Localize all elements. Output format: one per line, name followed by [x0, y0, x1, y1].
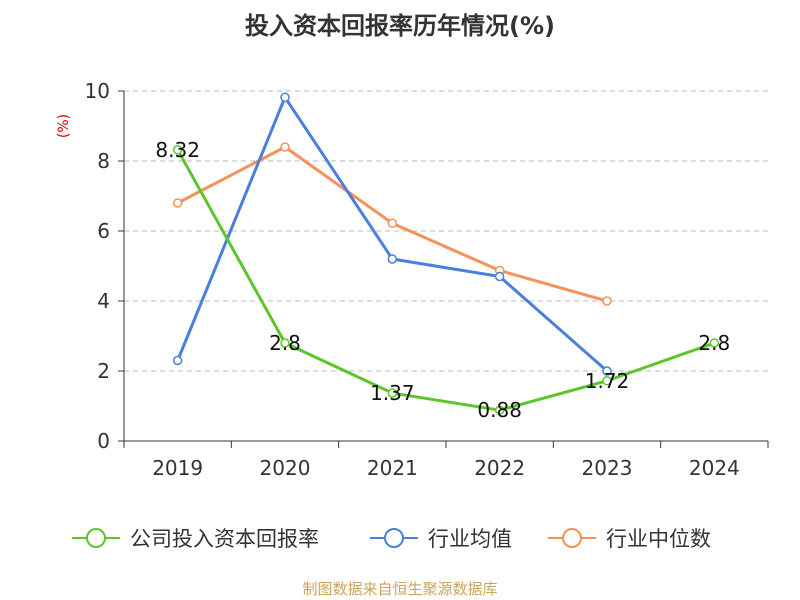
- source-note: 制图数据来自恒生聚源数据库: [302, 580, 498, 598]
- data-label: 2.8: [269, 331, 301, 355]
- legend-item[interactable]: 公司投入资本回报率: [72, 527, 319, 551]
- data-point: [602, 296, 612, 306]
- legend-marker: [562, 528, 582, 548]
- x-tick-label: 2023: [582, 456, 633, 480]
- gridlines: [124, 90, 768, 372]
- data-label: 2.8: [698, 331, 730, 355]
- y-tick-label: 2: [97, 359, 110, 383]
- data-point: [280, 92, 290, 103]
- y-tick-label: 6: [97, 219, 110, 243]
- series: [172, 92, 720, 415]
- data-point: [709, 338, 720, 348]
- x-tick-label: 2022: [474, 456, 525, 480]
- data-point: [387, 254, 398, 264]
- x-tick-label: 2019: [152, 456, 203, 480]
- data-point: [602, 366, 612, 376]
- data-point: [387, 218, 398, 229]
- y-tick-label: 0: [97, 429, 110, 453]
- series-line: [176, 95, 608, 373]
- legend[interactable]: 公司投入资本回报率 行业均值 行业中位数: [72, 527, 711, 551]
- data-point: [387, 388, 398, 398]
- legend-label: 行业均值: [428, 527, 512, 551]
- data-point: [602, 376, 612, 386]
- legend-item[interactable]: 行业均值: [370, 527, 512, 551]
- data-point: [280, 338, 290, 348]
- legend-label: 行业中位数: [606, 527, 711, 551]
- data-label: 1.37: [370, 381, 415, 405]
- x-tick-label: 2021: [367, 456, 418, 480]
- data-point: [172, 355, 183, 366]
- data-point: [494, 405, 505, 415]
- legend-label: 公司投入资本回报率: [130, 527, 319, 551]
- data-label: 8.32: [155, 138, 200, 162]
- x-tick-label: 2020: [260, 456, 311, 480]
- x-tick-label: 2024: [689, 456, 740, 480]
- data-labels: 8.32 2.8 1.37 0.88 1.72 2.8: [155, 138, 730, 422]
- legend-marker: [86, 528, 106, 548]
- legend-marker: [384, 528, 404, 548]
- data-point: [280, 142, 290, 152]
- legend-item[interactable]: 行业中位数: [548, 527, 711, 551]
- data-point: [172, 198, 183, 208]
- y-tick-label: 8: [97, 149, 110, 173]
- series-line: [176, 149, 715, 412]
- chart-title: 投入资本回报率历年情况(%): [245, 12, 555, 40]
- axes: 0 2 4 6 8 10 2019 2020 2021 2022 2023 2024: [85, 79, 769, 480]
- data-point: [172, 145, 183, 155]
- data-label: 1.72: [585, 369, 630, 393]
- data-point: [494, 271, 505, 282]
- data-label: 0.88: [477, 398, 522, 422]
- y-tick-label: 10: [85, 79, 110, 103]
- y-tick-label: 4: [97, 289, 110, 313]
- y-axis-unit-label: (%): [56, 114, 72, 138]
